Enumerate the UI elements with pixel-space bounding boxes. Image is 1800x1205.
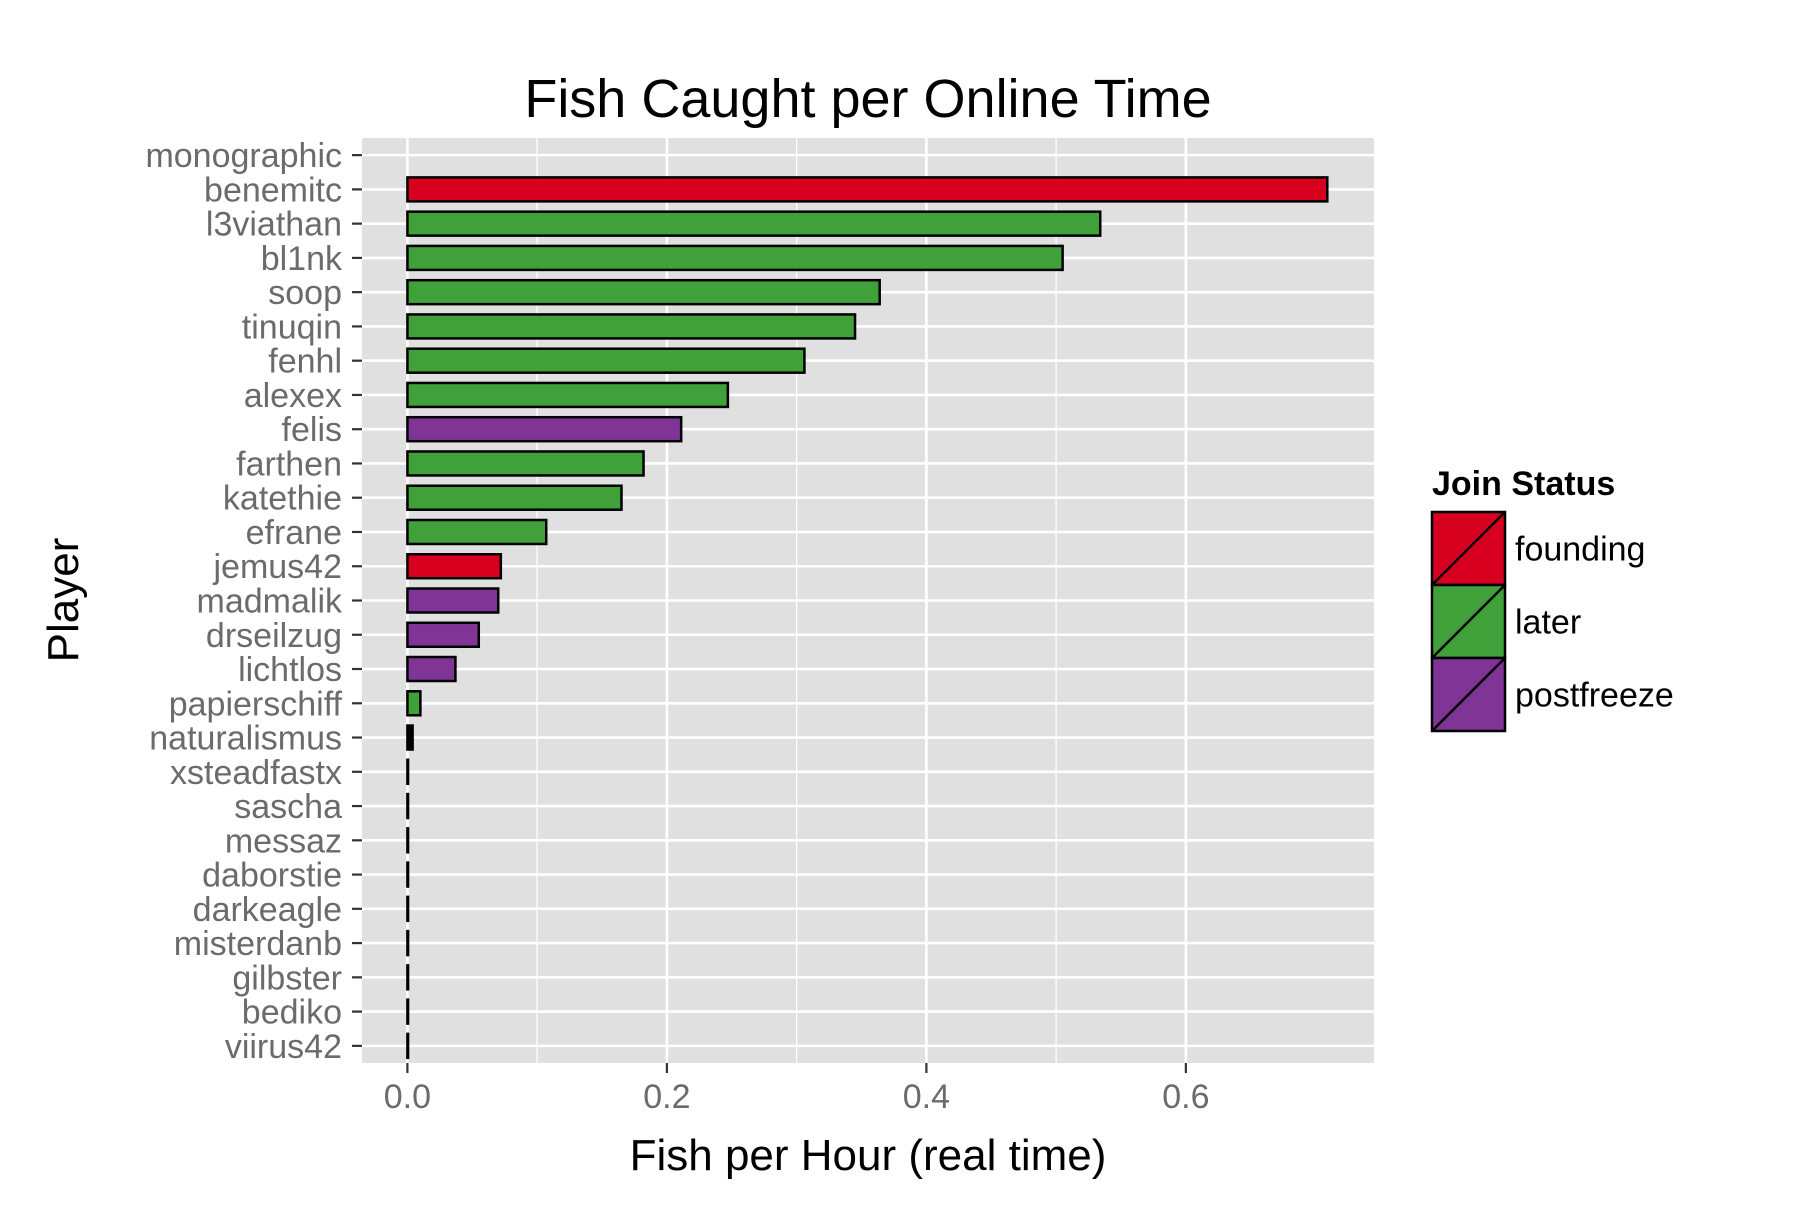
y-tick-label: soop — [268, 274, 342, 312]
bar-lichtlos — [406, 655, 457, 683]
legend-label-founding: founding — [1515, 531, 1645, 569]
y-tick-label: benemitc — [204, 171, 342, 209]
y-tick-label: efrane — [246, 514, 342, 552]
y-tick-label: bediko — [242, 994, 342, 1032]
legend-items: founding later postfreeze — [1430, 510, 1674, 733]
legend-title: Join Status — [1432, 465, 1615, 503]
y-tick-label: sascha — [234, 788, 342, 826]
legend-key-diagonal — [1431, 584, 1506, 659]
y-tick-label: monographic — [145, 137, 342, 175]
y-tick-label: xsteadfastx — [170, 754, 342, 792]
y-tick-label: darkeagle — [193, 891, 342, 929]
bar-l3viathan — [406, 210, 1102, 237]
bar-efrane — [406, 518, 548, 546]
y-tick-label: lichtlos — [238, 651, 342, 689]
legend: Join Status founding later postfreeze — [1430, 465, 1674, 733]
y-tick-label: tinuqin — [242, 308, 342, 346]
y-tick-label: misterdanb — [174, 925, 342, 963]
y-tick-label: naturalismus — [149, 720, 342, 758]
bar-naturalismus — [406, 724, 414, 751]
y-tick-label: felis — [282, 411, 342, 449]
bar-bl1nk — [406, 244, 1064, 272]
bar-viirus42 — [406, 1032, 410, 1060]
legend-key-diagonal — [1431, 657, 1506, 732]
bar-farthen — [406, 450, 645, 477]
y-tick-label: bl1nk — [261, 240, 343, 278]
bar-misterdanb — [406, 929, 410, 957]
bar-katethie — [406, 484, 623, 511]
bar-felis — [406, 415, 683, 443]
bar-messaz — [406, 827, 410, 854]
bar-darkeagle — [406, 895, 410, 923]
bar-daborstie — [406, 861, 410, 888]
bar-madmalik — [406, 587, 500, 614]
x-axis-label: Fish per Hour (real time) — [630, 1131, 1107, 1180]
bar-papierschiff — [406, 690, 422, 717]
y-tick-label: jemus42 — [212, 548, 342, 586]
bar-xsteadfastx — [406, 758, 410, 786]
bars — [406, 176, 1329, 1060]
y-tick-label: papierschiff — [169, 685, 343, 723]
y-tick-label: fenhl — [268, 343, 342, 381]
y-tick-label: gilbster — [232, 959, 342, 997]
bar-benemitc — [406, 176, 1329, 203]
y-axis-ticks: monographicbenemitcl3viathanbl1nksooptin… — [145, 137, 362, 1066]
y-tick-label: viirus42 — [225, 1028, 342, 1066]
x-tick-label: 0.2 — [643, 1078, 690, 1116]
bar-soop — [406, 278, 881, 306]
chart-title: Fish Caught per Online Time — [524, 69, 1211, 129]
legend-label-later: later — [1515, 604, 1581, 642]
y-tick-label: messaz — [225, 822, 342, 860]
bar-fenhl — [406, 347, 806, 374]
bar-tinuqin — [406, 313, 857, 340]
legend-key-diagonal — [1431, 511, 1506, 586]
x-tick-label: 0.0 — [384, 1078, 431, 1116]
legend-label-postfreeze: postfreeze — [1515, 677, 1674, 715]
bar-drseilzug — [406, 621, 481, 648]
y-tick-label: l3viathan — [206, 206, 342, 244]
x-tick-label: 0.4 — [903, 1078, 950, 1116]
y-tick-label: drseilzug — [206, 617, 342, 655]
x-tick-label: 0.6 — [1162, 1078, 1209, 1116]
y-tick-label: farthen — [236, 445, 342, 483]
y-tick-label: daborstie — [202, 857, 342, 895]
bar-gilbster — [406, 964, 410, 991]
bar-jemus42 — [406, 553, 503, 580]
y-tick-label: katethie — [223, 480, 342, 518]
x-axis-ticks: 0.0 0.2 0.4 0.6 — [384, 1063, 1210, 1116]
bar-sascha — [406, 792, 410, 820]
bar-bediko — [406, 998, 410, 1025]
y-axis-label: Player — [39, 538, 88, 663]
y-tick-label: alexex — [244, 377, 342, 415]
y-tick-label: madmalik — [197, 583, 343, 621]
bar-alexex — [406, 381, 730, 409]
